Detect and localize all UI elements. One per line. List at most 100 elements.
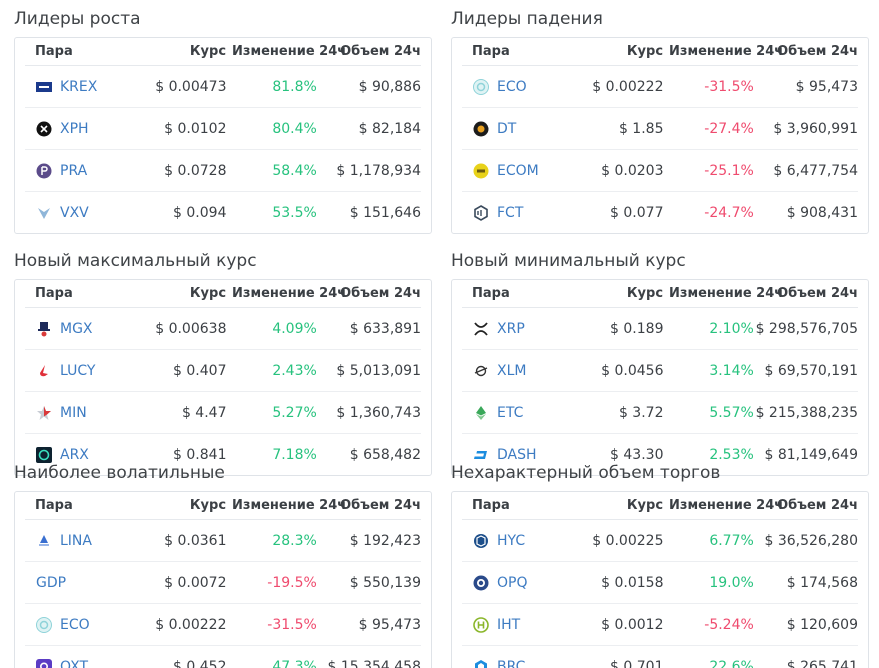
header-change[interactable]: Изменение 24ч: [232, 44, 347, 59]
table-row[interactable]: BRC $ 0.701 22.6% $ 265,741: [462, 646, 858, 668]
table-row[interactable]: MGX $ 0.00638 4.09% $ 633,891: [25, 308, 421, 350]
pair-link-brc[interactable]: BRC: [497, 658, 526, 668]
table-row[interactable]: IHT $ 0.0012 -5.24% $ 120,609: [462, 604, 858, 646]
header-price[interactable]: Курс: [626, 44, 664, 59]
pair-link-oxt[interactable]: OXT: [60, 658, 89, 668]
pair-link-fct[interactable]: FCT: [497, 204, 524, 221]
pair-link-dash[interactable]: DASH: [497, 446, 537, 463]
header-price[interactable]: Курс: [626, 498, 664, 513]
pair-link-dt[interactable]: DT: [497, 120, 517, 137]
change-cell: 2.43%: [272, 362, 317, 379]
table-row[interactable]: OPQ $ 0.0158 19.0% $ 174,568: [462, 562, 858, 604]
section-title: Лидеры падения: [451, 9, 603, 29]
pair-link-krex[interactable]: KREX: [60, 78, 98, 95]
pair-link-iht[interactable]: IHT: [497, 616, 521, 633]
header-change[interactable]: Изменение 24ч: [232, 286, 347, 301]
xlm-icon: [473, 363, 489, 379]
pair-cell: BRC: [462, 659, 553, 668]
volume-cell: $ 6,477,754: [773, 162, 858, 179]
xph-icon: [36, 121, 52, 137]
volume-cell: $ 550,139: [349, 574, 421, 591]
change-cell: 2.53%: [709, 446, 754, 463]
table-row[interactable]: ECO $ 0.00222 -31.5% $ 95,473: [462, 66, 858, 108]
pair-link-xrp[interactable]: XRP: [497, 320, 525, 337]
pair-link-eco[interactable]: ECO: [497, 78, 527, 95]
header-change[interactable]: Изменение 24ч: [669, 498, 784, 513]
pair-cell: XLM: [462, 363, 553, 379]
change-cell: -27.4%: [704, 120, 754, 137]
table-row[interactable]: DT $ 1.85 -27.4% $ 3,960,991: [462, 108, 858, 150]
header-price[interactable]: Курс: [626, 286, 664, 301]
pair-link-lina[interactable]: LINA: [60, 532, 92, 549]
table-header: Пара Курс Изменение 24ч Объем 24ч: [25, 280, 421, 308]
table-row[interactable]: ECOM $ 0.0203 -25.1% $ 6,477,754: [462, 150, 858, 192]
pair-link-ecom[interactable]: ECOM: [497, 162, 539, 179]
table-row[interactable]: XRP $ 0.189 2.10% $ 298,576,705: [462, 308, 858, 350]
header-pair[interactable]: Пара: [35, 498, 73, 513]
volume-cell: $ 633,891: [349, 320, 421, 337]
pair-link-xlm[interactable]: XLM: [497, 362, 527, 379]
table-row[interactable]: LUCY $ 0.407 2.43% $ 5,013,091: [25, 350, 421, 392]
price-cell: $ 0.701: [610, 658, 664, 668]
table-row[interactable]: DASH $ 43.30 2.53% $ 81,149,649: [462, 434, 858, 475]
pair-link-xph[interactable]: XPH: [60, 120, 89, 137]
pair-link-pra[interactable]: PRA: [60, 162, 88, 179]
header-pair[interactable]: Пара: [35, 286, 73, 301]
price-cell: $ 0.0102: [164, 120, 227, 137]
pair-link-hyc[interactable]: HYC: [497, 532, 526, 549]
price-cell: $ 0.189: [610, 320, 664, 337]
table-row[interactable]: ECO $ 0.00222 -31.5% $ 95,473: [25, 604, 421, 646]
header-pair[interactable]: Пара: [472, 286, 510, 301]
price-cell: $ 0.00222: [592, 78, 664, 95]
table-row[interactable]: ETC $ 3.72 5.57% $ 215,388,235: [462, 392, 858, 434]
table-row[interactable]: OXT $ 0.452 47.3% $ 15,354,458: [25, 646, 421, 668]
pair-cell: KREX: [25, 79, 116, 95]
header-pair[interactable]: Пара: [35, 44, 73, 59]
table-row[interactable]: GDP $ 0.0072 -19.5% $ 550,139: [25, 562, 421, 604]
pair-link-eco[interactable]: ECO: [60, 616, 90, 633]
pair-link-etc[interactable]: ETC: [497, 404, 524, 421]
header-pair[interactable]: Пара: [472, 498, 510, 513]
pair-cell: OPQ: [462, 575, 553, 591]
table-row[interactable]: PRA $ 0.0728 58.4% $ 1,178,934: [25, 150, 421, 192]
pair-link-opq[interactable]: OPQ: [497, 574, 528, 591]
header-price[interactable]: Курс: [189, 286, 227, 301]
header-change[interactable]: Изменение 24ч: [669, 44, 784, 59]
table-row[interactable]: FCT $ 0.077 -24.7% $ 908,431: [462, 192, 858, 233]
header-change[interactable]: Изменение 24ч: [232, 498, 347, 513]
pair-link-arx[interactable]: ARX: [60, 446, 89, 463]
header-volume[interactable]: Объем 24ч: [777, 498, 858, 513]
table-header: Пара Курс Изменение 24ч Объем 24ч: [462, 38, 858, 66]
section-title: Новый минимальный курс: [451, 251, 686, 271]
change-cell: 81.8%: [272, 78, 317, 95]
header-volume[interactable]: Объем 24ч: [340, 44, 421, 59]
header-volume[interactable]: Объем 24ч: [777, 286, 858, 301]
header-change[interactable]: Изменение 24ч: [669, 286, 784, 301]
pair-link-vxv[interactable]: VXV: [60, 204, 89, 221]
pair-link-min[interactable]: MIN: [60, 404, 87, 421]
table-row[interactable]: MIN $ 4.47 5.27% $ 1,360,743: [25, 392, 421, 434]
header-volume[interactable]: Объем 24ч: [340, 286, 421, 301]
header-pair[interactable]: Пара: [472, 44, 510, 59]
table-header: Пара Курс Изменение 24ч Объем 24ч: [25, 38, 421, 66]
pair-link-mgx[interactable]: MGX: [60, 320, 93, 337]
pair-link-lucy[interactable]: LUCY: [60, 362, 96, 379]
header-volume[interactable]: Объем 24ч: [777, 44, 858, 59]
table-row[interactable]: KREX $ 0.00473 81.8% $ 90,886: [25, 66, 421, 108]
table-row[interactable]: HYC $ 0.00225 6.77% $ 36,526,280: [462, 520, 858, 562]
table-row[interactable]: XLM $ 0.0456 3.14% $ 69,570,191: [462, 350, 858, 392]
change-cell: -25.1%: [704, 162, 754, 179]
table-row[interactable]: XPH $ 0.0102 80.4% $ 82,184: [25, 108, 421, 150]
volume-cell: $ 82,184: [358, 120, 421, 137]
table-row[interactable]: LINA $ 0.0361 28.3% $ 192,423: [25, 520, 421, 562]
pair-link-gdp[interactable]: GDP: [36, 574, 67, 591]
header-price[interactable]: Курс: [189, 498, 227, 513]
price-cell: $ 0.0072: [164, 574, 227, 591]
header-volume[interactable]: Объем 24ч: [340, 498, 421, 513]
pair-cell: ECO: [25, 616, 116, 633]
header-price[interactable]: Курс: [189, 44, 227, 59]
pair-cell: DT: [462, 121, 553, 137]
table-row[interactable]: VXV $ 0.094 53.5% $ 151,646: [25, 192, 421, 233]
table-row[interactable]: ARX $ 0.841 7.18% $ 658,482: [25, 434, 421, 475]
volume-cell: $ 265,741: [786, 658, 858, 668]
